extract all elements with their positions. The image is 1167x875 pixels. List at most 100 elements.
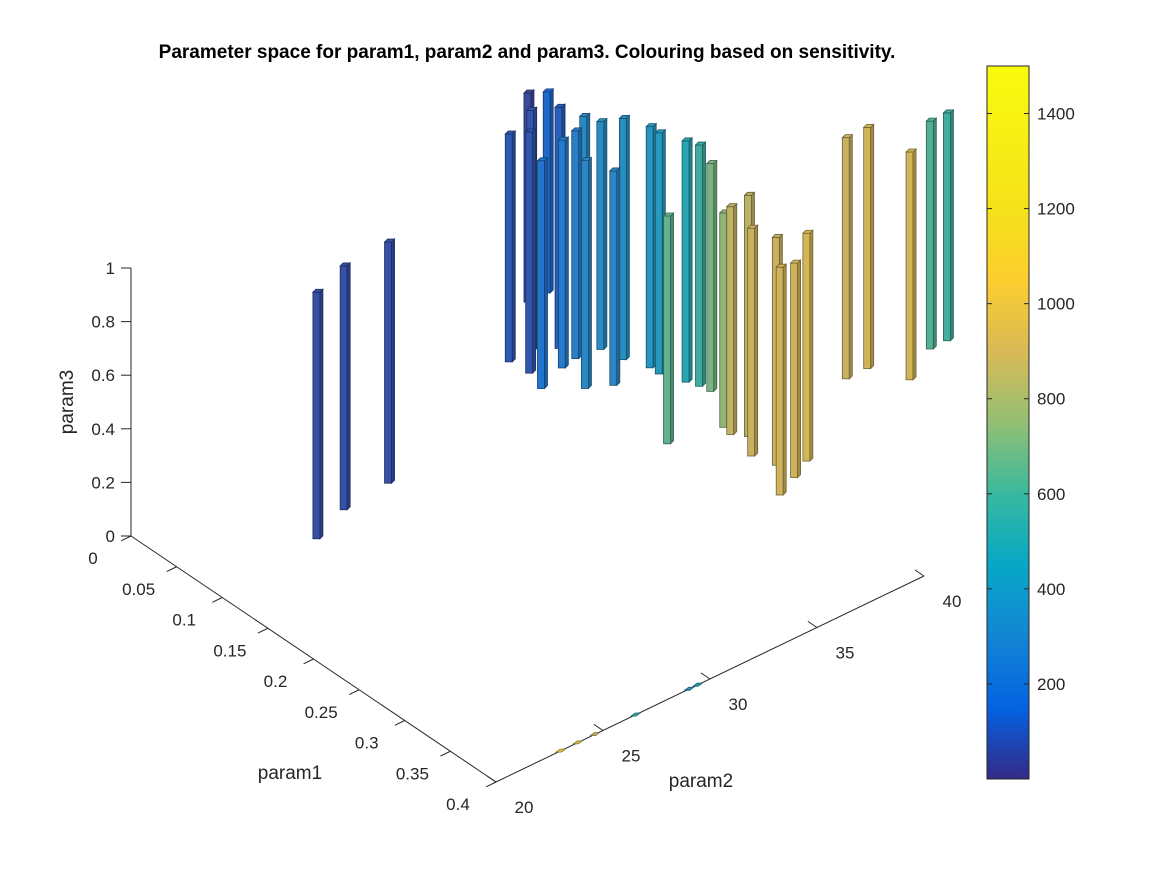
- bar: [608, 166, 621, 387]
- bar: [925, 117, 938, 350]
- bar: [504, 130, 517, 363]
- bar-side: [511, 130, 516, 363]
- bar-front: [504, 133, 513, 363]
- colorbar-tick-label: 1400: [1037, 105, 1075, 124]
- x-tick-mark: [440, 750, 451, 757]
- bar-top: [743, 191, 756, 196]
- bar-top: [522, 89, 535, 94]
- bar-top: [524, 128, 537, 133]
- data-point: [683, 686, 695, 691]
- y-tick-label: 40: [943, 592, 962, 611]
- bar: [694, 141, 707, 388]
- bar: [618, 114, 631, 361]
- z-tick-label: 0.8: [91, 313, 115, 332]
- bar-top: [536, 157, 549, 162]
- x-tick-label: 0.3: [355, 734, 379, 753]
- bar-front: [645, 126, 654, 369]
- bar-top: [557, 136, 570, 141]
- bar-top: [681, 137, 694, 142]
- y-axis-label: param2: [669, 771, 733, 792]
- bar: [801, 229, 814, 463]
- colorbar-tick-label: 1000: [1037, 295, 1075, 314]
- z-ticks: 0 0.2 0.4 0.6 0.8 1: [91, 259, 131, 546]
- bar-front: [775, 266, 784, 496]
- bar-side: [912, 148, 917, 381]
- bar-top: [942, 109, 955, 114]
- y-tick-mark: [914, 569, 925, 577]
- bar-front: [663, 215, 671, 445]
- bar-top: [662, 212, 675, 217]
- y-tick-label: 20: [515, 798, 534, 817]
- bar-side: [713, 159, 718, 393]
- bar-side: [625, 114, 630, 361]
- bar-front: [581, 160, 589, 389]
- points-layer: [555, 682, 704, 753]
- bar-front: [681, 140, 690, 383]
- bar: [645, 122, 658, 369]
- y-tick-label: 25: [622, 747, 641, 766]
- x-tick-mark: [485, 781, 497, 788]
- bar-top: [578, 113, 591, 117]
- bar-top: [694, 141, 707, 146]
- bar-side: [782, 263, 787, 496]
- bar-side: [564, 136, 569, 369]
- bar-front: [557, 139, 566, 369]
- bar-side: [549, 87, 554, 294]
- bar: [557, 136, 570, 369]
- bar-side: [670, 212, 674, 445]
- bar-side: [346, 261, 351, 511]
- x-tick-label: 0.2: [264, 672, 288, 691]
- data-point: [555, 748, 567, 753]
- bar-front: [802, 232, 811, 462]
- bar-front: [654, 132, 663, 375]
- bar: [789, 259, 802, 479]
- colorbar-scale: [986, 65, 1030, 780]
- bar-front: [863, 126, 872, 369]
- y-ticks: 20 25 30 35 40: [486, 569, 962, 817]
- bars-layer: [311, 87, 955, 540]
- bar-top: [504, 130, 517, 135]
- x-tick-label: 0.25: [305, 703, 338, 722]
- bar-side: [532, 127, 537, 375]
- bar-side: [588, 156, 592, 390]
- x-tick-label: 0.35: [396, 764, 429, 783]
- bar-side: [702, 141, 706, 388]
- bar: [524, 127, 537, 375]
- bar: [595, 117, 608, 351]
- bar: [862, 123, 875, 370]
- bar-top: [580, 157, 593, 162]
- x-tick-mark: [348, 689, 360, 695]
- colorbar-ticks: 200 400 600 800 1000 1200 1400: [987, 105, 1075, 694]
- bar-front: [384, 241, 392, 484]
- y-tick-label: 30: [729, 695, 748, 714]
- bar-side: [848, 133, 853, 380]
- bar: [662, 212, 675, 445]
- colorbar-tick-label: 1200: [1037, 200, 1075, 219]
- bar: [339, 261, 352, 511]
- bar-top: [725, 203, 738, 208]
- bar: [905, 148, 918, 381]
- bar: [942, 108, 955, 342]
- x-tick-label: 0: [88, 549, 97, 568]
- bar-top: [801, 229, 814, 234]
- bar: [746, 224, 759, 457]
- bar-front: [905, 151, 914, 381]
- bar-top: [905, 148, 918, 153]
- bar-side: [754, 224, 759, 457]
- x-tick-mark: [212, 597, 223, 603]
- x-tick-mark: [120, 535, 132, 542]
- bar: [775, 263, 788, 496]
- bar-front: [339, 265, 348, 511]
- z-tick-label: 0.2: [91, 473, 115, 492]
- z-tick-label: 1: [106, 259, 115, 278]
- bar: [681, 136, 694, 384]
- bar-top: [525, 106, 538, 111]
- bar-side: [391, 238, 395, 485]
- x-tick-mark: [166, 566, 177, 572]
- bar-top: [789, 259, 802, 264]
- bar: [311, 288, 324, 540]
- x-tick-mark: [303, 658, 314, 665]
- x-axis-label: param1: [258, 763, 322, 784]
- colorbar-tick-label: 400: [1037, 580, 1065, 599]
